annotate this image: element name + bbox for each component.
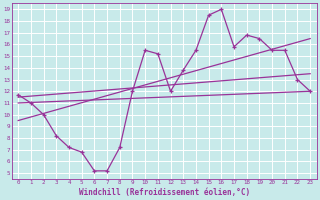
X-axis label: Windchill (Refroidissement éolien,°C): Windchill (Refroidissement éolien,°C) — [79, 188, 250, 197]
